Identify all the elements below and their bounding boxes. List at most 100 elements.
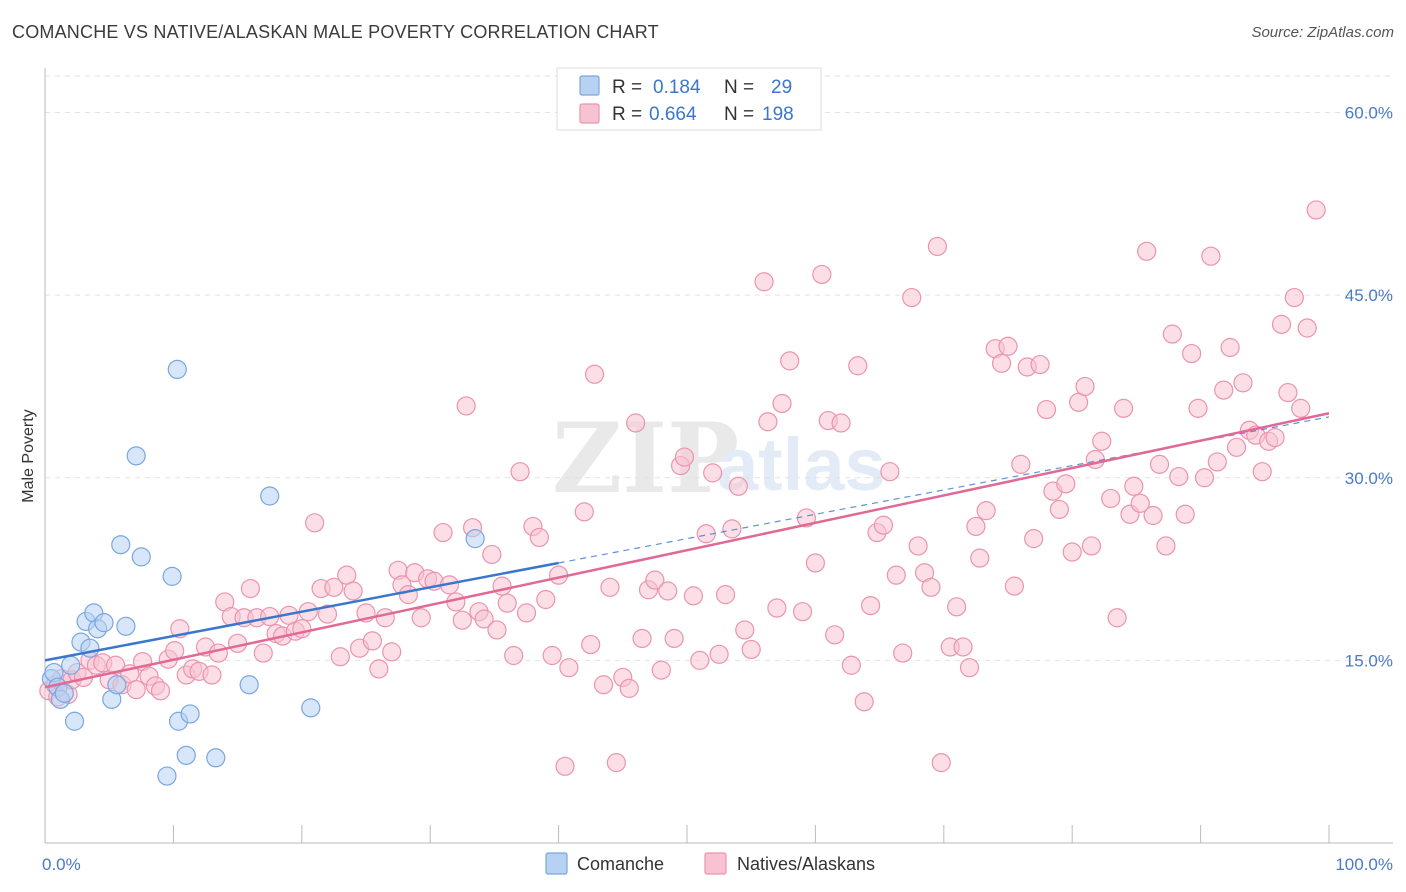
point-natives-161 (1081, 536, 1102, 556)
point-natives-130 (880, 462, 900, 482)
legend-n-value-comanche: 29 (771, 77, 792, 98)
point-comanche-26 (239, 675, 259, 695)
point-natives-117 (792, 602, 813, 622)
point-natives-179 (1194, 468, 1215, 488)
point-natives-86 (581, 634, 601, 655)
point-natives-19 (150, 681, 171, 701)
point-natives-60 (411, 608, 431, 628)
point-natives-58 (398, 585, 418, 605)
point-natives-108 (722, 519, 742, 539)
point-natives-27 (202, 665, 222, 685)
point-natives-87 (584, 364, 605, 384)
point-natives-156 (1049, 499, 1069, 520)
point-comanche-4 (54, 683, 74, 703)
point-natives-105 (703, 463, 723, 483)
point-natives-157 (1056, 474, 1076, 494)
point-natives-93 (626, 413, 646, 433)
point-natives-131 (886, 565, 906, 585)
point-comanche-21 (167, 359, 187, 380)
source-credit: Source: ZipAtlas.com (1251, 24, 1394, 41)
point-natives-71 (482, 544, 502, 565)
point-natives-111 (741, 639, 761, 660)
point-natives-35 (253, 643, 273, 663)
gridlines (45, 75, 1393, 661)
y-tick-label-3: 60.0% (1345, 104, 1393, 123)
point-comanche-24 (180, 704, 200, 724)
point-natives-80 (536, 589, 556, 610)
legend-r-label-comanche: R = (612, 77, 642, 98)
point-natives-180 (1201, 246, 1221, 266)
point-natives-175 (1169, 466, 1189, 487)
point-natives-49 (343, 581, 363, 601)
point-natives-43 (305, 513, 325, 533)
point-natives-79 (529, 527, 549, 548)
point-natives-115 (772, 393, 792, 414)
point-natives-45 (317, 604, 338, 624)
point-comanche-9 (80, 638, 100, 658)
point-natives-116 (780, 351, 800, 371)
point-natives-132 (893, 643, 913, 663)
point-comanche-29 (465, 529, 485, 549)
point-natives-144 (970, 548, 990, 568)
point-comanche-5 (61, 655, 81, 675)
point-natives-53 (369, 659, 389, 679)
legend-r-label-natives: R = (612, 104, 642, 125)
legend-n-label-comanche: N = (724, 77, 754, 98)
point-natives-174 (1162, 324, 1182, 344)
series-legend-swatch-comanche (545, 852, 568, 875)
point-natives-140 (947, 597, 967, 617)
point-natives-181 (1207, 452, 1227, 472)
legend-n-value-natives: 198 (762, 104, 794, 125)
point-natives-96 (645, 570, 665, 590)
point-natives-185 (1233, 373, 1253, 393)
point-natives-122 (825, 625, 845, 645)
point-natives-109 (728, 476, 748, 496)
point-natives-110 (735, 620, 755, 640)
trend-lines (44, 412, 1330, 689)
point-natives-143 (966, 516, 986, 537)
point-natives-177 (1182, 343, 1202, 364)
y-tick-label-2: 45.0% (1345, 286, 1393, 305)
point-natives-103 (690, 650, 710, 670)
legend-r-value-natives: 0.664 (649, 104, 697, 125)
x-tick-label-max: 100.0% (1335, 855, 1393, 874)
point-comanche-19 (157, 766, 177, 786)
point-natives-134 (908, 536, 928, 556)
y-axis-tick-labels: 15.0% 30.0% 45.0% 60.0% (1345, 104, 1393, 671)
point-natives-72 (487, 620, 507, 640)
point-natives-154 (1036, 399, 1057, 420)
point-natives-84 (559, 658, 579, 678)
point-comanche-6 (64, 711, 85, 731)
point-natives-149 (1004, 576, 1025, 596)
point-natives-141 (953, 637, 973, 657)
point-natives-153 (1030, 354, 1050, 375)
point-natives-107 (715, 585, 736, 605)
point-comanche-15 (111, 535, 131, 555)
point-natives-178 (1188, 398, 1208, 418)
point-natives-75 (504, 645, 524, 666)
point-natives-77 (516, 603, 537, 623)
point-natives-145 (976, 501, 996, 521)
y-tick-label-0: 15.0% (1345, 651, 1393, 670)
series-comanche-points (41, 359, 485, 786)
point-natives-83 (555, 756, 575, 776)
point-natives-46 (324, 577, 344, 597)
stats-legend-box (556, 67, 822, 131)
point-natives-28 (208, 643, 228, 663)
watermark-zip: ZIP (552, 402, 739, 515)
point-natives-63 (433, 522, 453, 543)
point-natives-73 (492, 576, 512, 596)
point-natives-76 (510, 462, 530, 482)
point-natives-133 (902, 287, 922, 308)
point-comanche-28 (301, 698, 321, 718)
point-natives-12 (106, 655, 126, 675)
point-natives-152 (1024, 529, 1044, 549)
point-natives-123 (831, 413, 851, 433)
point-natives-165 (1107, 608, 1127, 628)
point-natives-183 (1220, 337, 1240, 358)
point-natives-148 (998, 336, 1018, 356)
point-natives-113 (758, 412, 778, 432)
point-natives-99 (664, 628, 684, 649)
point-natives-33 (240, 578, 261, 599)
